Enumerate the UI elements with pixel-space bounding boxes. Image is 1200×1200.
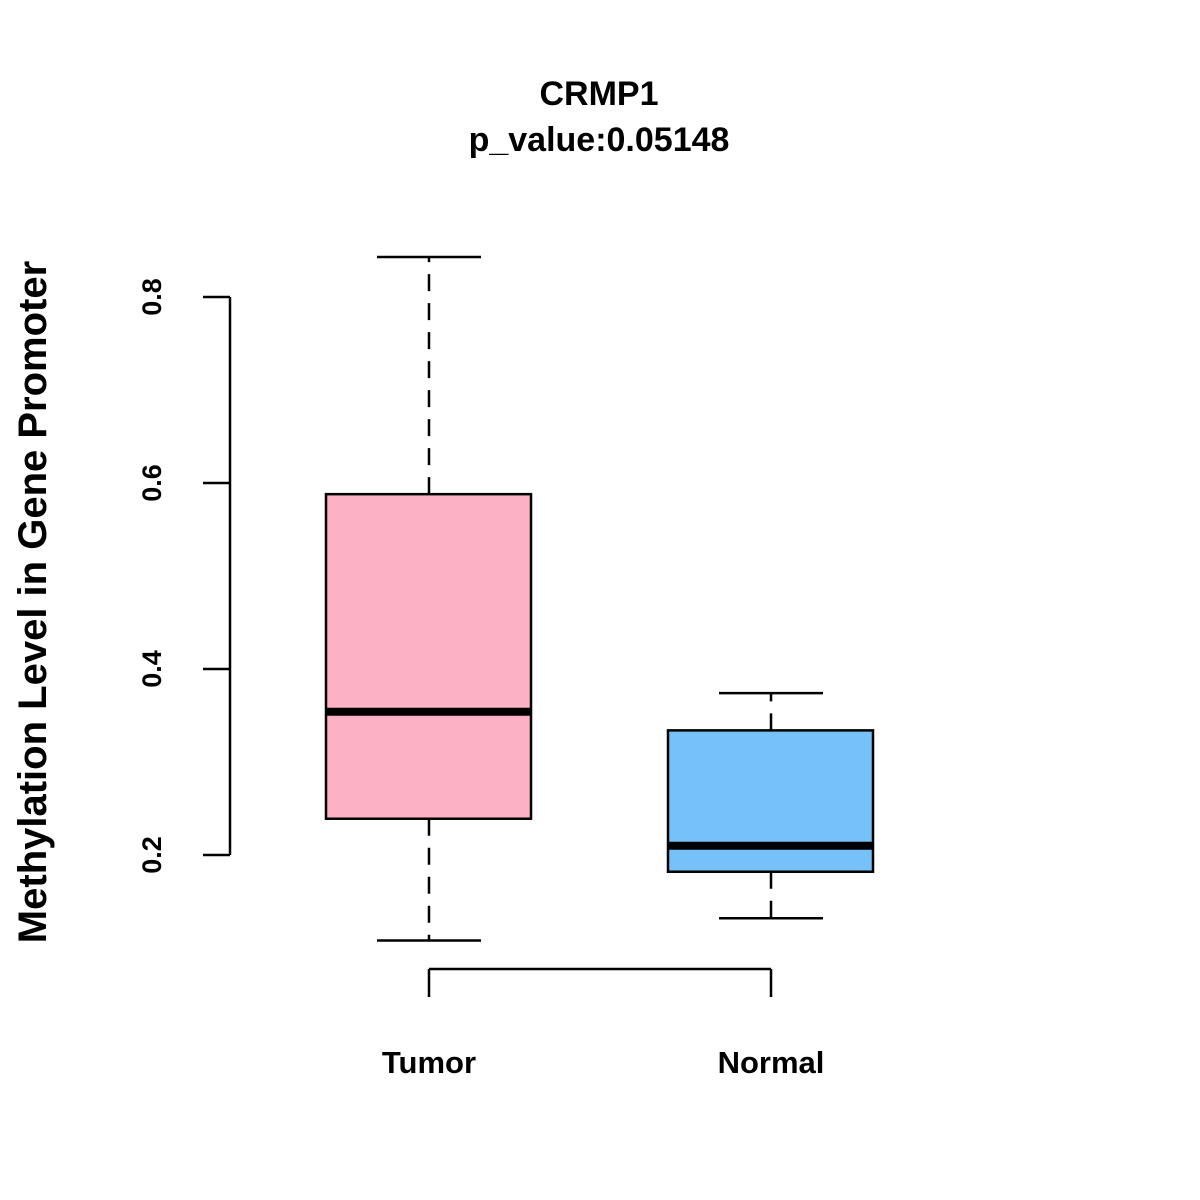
iqr-box bbox=[324, 492, 533, 820]
box-tumor bbox=[324, 255, 533, 942]
y-tick-label: 0.2 bbox=[137, 836, 167, 874]
iqr-box bbox=[666, 729, 875, 873]
y-tick-label: 0.6 bbox=[137, 464, 167, 502]
chart-title: CRMP1 bbox=[539, 75, 658, 113]
y-tick-label: 0.4 bbox=[137, 650, 167, 688]
y-axis-label: Methylation Level in Gene Promoter bbox=[11, 261, 55, 943]
x-axis: Tumor Normal bbox=[382, 967, 825, 1080]
box-normal bbox=[666, 691, 875, 920]
x-tick-label: Tumor bbox=[382, 1045, 476, 1080]
y-tick-label: 0.8 bbox=[137, 278, 167, 316]
y-axis: 0.2 0.4 0.6 0.8 bbox=[137, 278, 232, 874]
chart-subtitle: p_value:0.05148 bbox=[469, 121, 730, 159]
x-tick-label: Normal bbox=[718, 1045, 825, 1080]
boxes bbox=[324, 255, 875, 942]
